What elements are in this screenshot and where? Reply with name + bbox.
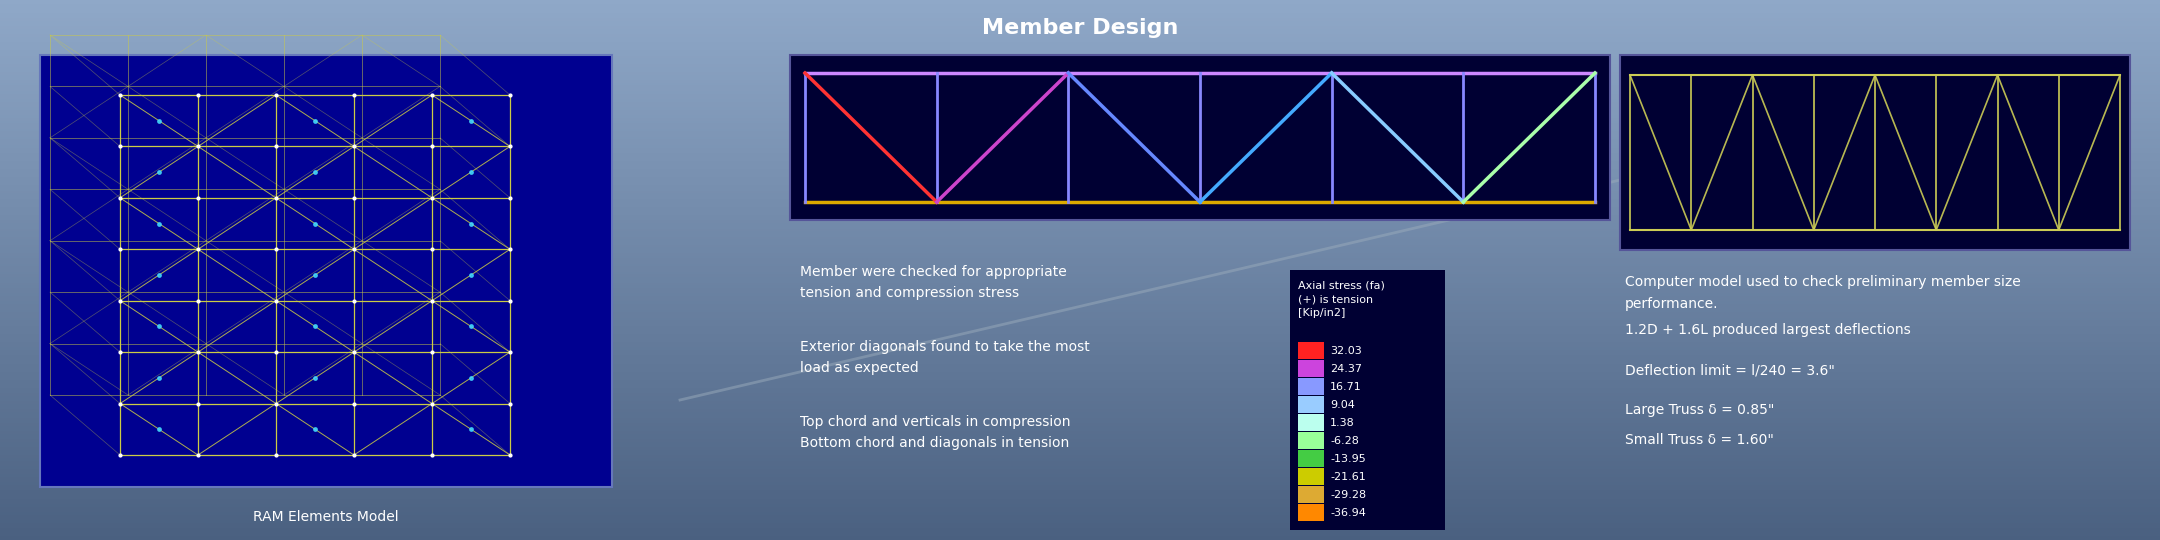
Text: -29.28: -29.28 (1331, 490, 1365, 500)
Text: Computer model used to check preliminary member size: Computer model used to check preliminary… (1624, 275, 2022, 289)
Bar (1298, 486, 1324, 503)
Bar (791, 55, 1609, 220)
Bar (1298, 432, 1324, 449)
Text: 24.37: 24.37 (1331, 364, 1363, 374)
Bar (1298, 360, 1324, 377)
Text: -21.61: -21.61 (1331, 472, 1365, 482)
Text: RAM Elements Model: RAM Elements Model (253, 510, 400, 524)
Bar (1298, 450, 1324, 467)
Text: Top chord and verticals in compression
Bottom chord and diagonals in tension: Top chord and verticals in compression B… (799, 415, 1071, 450)
Bar (1298, 396, 1324, 413)
Text: Deflection limit = l/240 = 3.6": Deflection limit = l/240 = 3.6" (1624, 363, 1834, 377)
Text: Large Truss δ = 0.85": Large Truss δ = 0.85" (1624, 403, 1773, 416)
Bar (1298, 342, 1324, 359)
Text: Member were checked for appropriate
tension and compression stress: Member were checked for appropriate tens… (799, 265, 1067, 300)
Text: 16.71: 16.71 (1331, 382, 1361, 392)
Bar (1620, 55, 2130, 250)
Text: Member Design: Member Design (983, 18, 1177, 38)
Text: 9.04: 9.04 (1331, 400, 1354, 410)
Bar (1298, 378, 1324, 395)
Text: -13.95: -13.95 (1331, 454, 1365, 464)
Text: Exterior diagonals found to take the most
load as expected: Exterior diagonals found to take the mos… (799, 340, 1091, 375)
Bar (41, 55, 611, 487)
Text: 1.2D + 1.6L produced largest deflections: 1.2D + 1.6L produced largest deflections (1624, 323, 1912, 338)
Text: -36.94: -36.94 (1331, 508, 1365, 518)
Text: 32.03: 32.03 (1331, 346, 1361, 356)
Text: -6.28: -6.28 (1331, 436, 1359, 446)
Bar (1298, 504, 1324, 521)
Bar (1298, 468, 1324, 485)
Text: 1.38: 1.38 (1331, 418, 1354, 428)
Bar (1290, 270, 1445, 530)
Text: Axial stress (fa)
(+) is tension
[Kip/in2]: Axial stress (fa) (+) is tension [Kip/in… (1298, 280, 1385, 318)
Text: performance.: performance. (1624, 297, 1719, 311)
Bar (1298, 414, 1324, 431)
Text: Small Truss δ = 1.60": Small Truss δ = 1.60" (1624, 434, 1773, 448)
